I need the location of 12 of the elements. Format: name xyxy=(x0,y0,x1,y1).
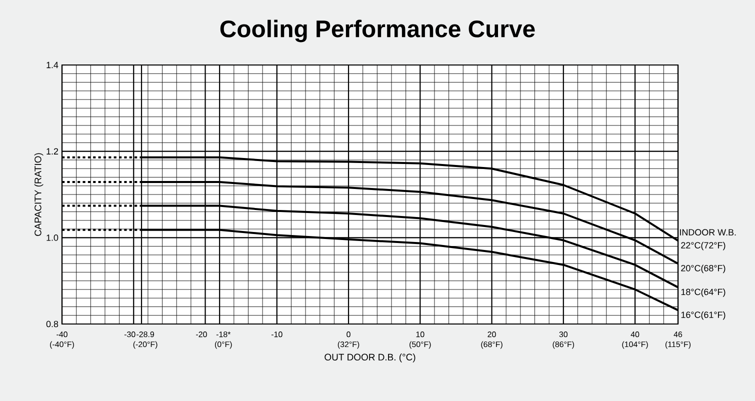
chart-title: Cooling Performance Curve xyxy=(220,20,535,42)
x-axis-title: OUT DOOR D.B. (°C) xyxy=(324,354,416,362)
series-label: 20°C(68°F) xyxy=(681,264,726,274)
y-tick-label: 0.8 xyxy=(46,320,58,328)
series-label: 22°C(72°F) xyxy=(681,242,726,250)
y-axis-title: CAPACITY (RATIO) xyxy=(34,153,44,236)
y-tick-label: 1.2 xyxy=(46,148,58,154)
series-label: 16°C(61°F) xyxy=(681,311,726,320)
legend-title: INDOOR W.B. xyxy=(680,229,736,236)
series-label: 18°C(64°F) xyxy=(681,288,726,297)
y-tick-label: 1.4 xyxy=(46,62,58,68)
y-tick-label: 1.0 xyxy=(46,234,58,241)
